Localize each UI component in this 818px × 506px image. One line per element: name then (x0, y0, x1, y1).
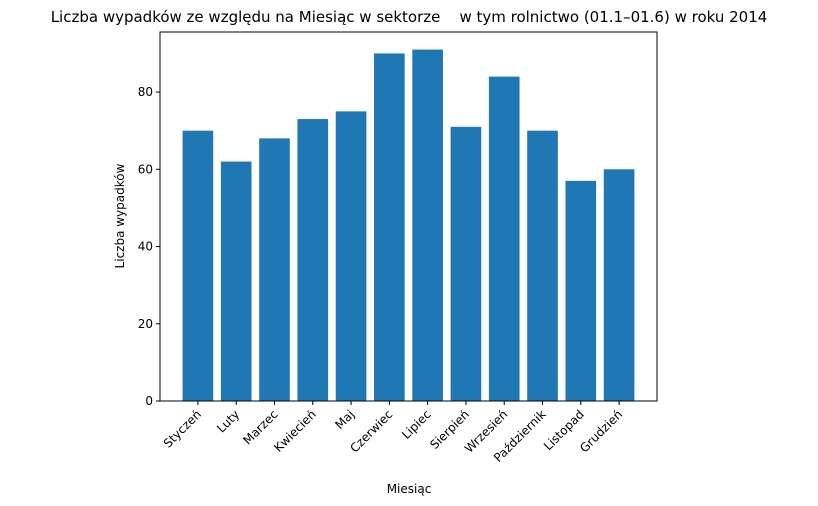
bar-7 (412, 49, 443, 401)
bar-6 (374, 53, 405, 401)
x-tick-label: Styczeń (161, 407, 204, 450)
plot-frame (159, 31, 658, 402)
bar-2 (220, 161, 252, 401)
x-tick-label: Kwiecień (271, 407, 319, 455)
x-tick-label: Grudzień (577, 407, 625, 455)
y-tick-label: 20 (138, 317, 153, 331)
y-tick-label: 0 (145, 394, 153, 408)
x-tick-label: Luty (214, 407, 242, 435)
y-tick-label: 40 (138, 240, 153, 254)
x-tick-label: Lipiec (399, 407, 434, 442)
y-axis-label: Liczba wypadków (113, 163, 127, 268)
x-axis-label: Miesiąc (387, 482, 432, 496)
bar-9 (488, 76, 520, 401)
bar-4 (297, 119, 329, 401)
bar-3 (259, 138, 290, 401)
chart-title: Liczba wypadków ze względu na Miesiąc w … (51, 8, 768, 26)
x-tick-label: Maj (332, 407, 357, 432)
bar-8 (450, 126, 482, 402)
y-tick-label: 60 (138, 162, 153, 176)
bar-12 (603, 169, 635, 401)
bar-11 (565, 180, 597, 401)
y-axis: 0 20 40 60 80 (138, 85, 160, 408)
bar-10 (527, 130, 558, 401)
bar-5 (335, 111, 367, 401)
bars-group (182, 49, 635, 402)
y-tick-label: 80 (138, 85, 153, 99)
bar-1 (182, 130, 214, 401)
